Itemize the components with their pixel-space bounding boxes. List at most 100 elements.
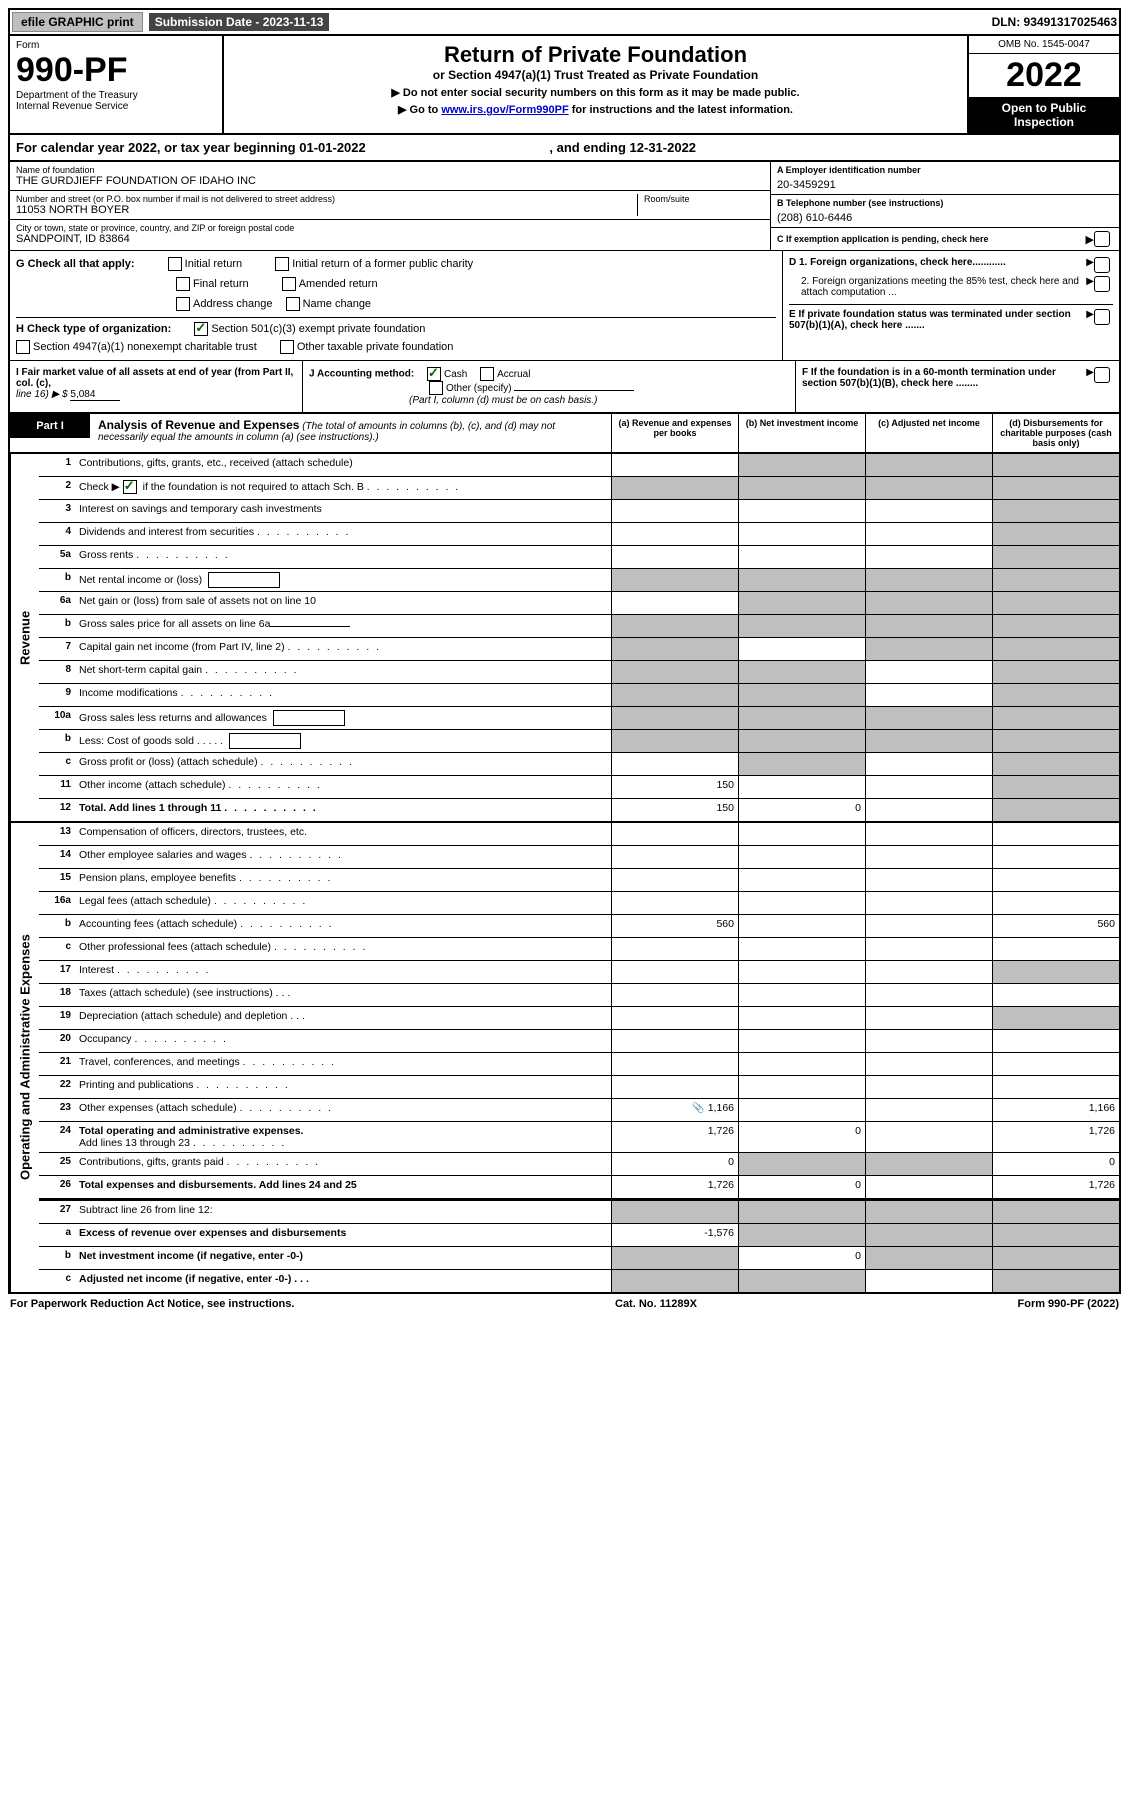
l24-d: 1,726 — [992, 1122, 1119, 1152]
g-initial-public-checkbox[interactable] — [275, 257, 289, 271]
g-name: Name change — [303, 298, 372, 310]
line-27: Subtract line 26 from line 12: — [75, 1201, 611, 1223]
line-27b: Net investment income (if negative, ente… — [75, 1247, 611, 1269]
l26-b: 0 — [738, 1176, 865, 1198]
footer-right: Form 990-PF (2022) — [1018, 1298, 1119, 1310]
exemption-block: C If exemption application is pending, c… — [771, 228, 1119, 250]
g-initial-public: Initial return of a former public charit… — [292, 258, 473, 270]
l16b-a: 560 — [611, 915, 738, 937]
l25-a: 0 — [611, 1153, 738, 1175]
line-6b: Gross sales price for all assets on line… — [75, 615, 611, 637]
j-label: J Accounting method: — [309, 369, 414, 380]
f-text: F If the foundation is in a 60-month ter… — [802, 367, 1086, 406]
line-10b: Less: Cost of goods sold . . . . . — [75, 730, 611, 752]
g-address: Address change — [193, 298, 273, 310]
j-cash: Cash — [444, 369, 467, 380]
g-initial-return-checkbox[interactable] — [168, 257, 182, 271]
l26-a: 1,726 — [611, 1176, 738, 1198]
g-address-checkbox[interactable] — [176, 297, 190, 311]
revenue-rows: 1Contributions, gifts, grants, etc., rec… — [39, 454, 1119, 821]
entity-left: Name of foundation THE GURDJIEFF FOUNDAT… — [10, 162, 771, 250]
form-word: Form — [16, 40, 216, 51]
expenses-table: Operating and Administrative Expenses 13… — [8, 823, 1121, 1294]
ein-label: A Employer identification number — [777, 165, 1113, 175]
check-g-h-section: G Check all that apply: Initial return I… — [8, 251, 1121, 361]
foundation-name: THE GURDJIEFF FOUNDATION OF IDAHO INC — [16, 175, 764, 187]
line-27c: Adjusted net income (if negative, enter … — [75, 1270, 611, 1292]
attachment-icon[interactable]: 📎 — [692, 1103, 704, 1114]
line-16a: Legal fees (attach schedule) — [75, 892, 611, 914]
c-checkbox[interactable] — [1094, 231, 1110, 247]
j-block: J Accounting method: Cash Accrual Other … — [303, 361, 796, 412]
d2-checkbox[interactable] — [1094, 276, 1110, 292]
line-21: Travel, conferences, and meetings — [75, 1053, 611, 1075]
addr-label: Number and street (or P.O. box number if… — [16, 194, 637, 204]
top-bar: efile GRAPHIC print Submission Date - 20… — [8, 8, 1121, 36]
line-12: Total. Add lines 1 through 11 — [75, 799, 611, 821]
check-left: G Check all that apply: Initial return I… — [10, 251, 783, 360]
l25-d: 0 — [992, 1153, 1119, 1175]
phone-value: (208) 610-6446 — [777, 208, 1113, 224]
g-amended-checkbox[interactable] — [282, 277, 296, 291]
g-final-checkbox[interactable] — [176, 277, 190, 291]
tax-year: 2022 — [969, 54, 1119, 97]
l26-d: 1,726 — [992, 1176, 1119, 1198]
line-4: Dividends and interest from securities — [75, 523, 611, 545]
form-header: Form 990-PF Department of the Treasury I… — [8, 36, 1121, 135]
efile-print-label[interactable]: efile GRAPHIC print — [12, 12, 143, 32]
f-checkbox[interactable] — [1094, 367, 1110, 383]
d1-checkbox[interactable] — [1094, 257, 1110, 273]
line-20: Occupancy — [75, 1030, 611, 1052]
h-4947: Section 4947(a)(1) nonexempt charitable … — [33, 341, 257, 353]
line-11: Other income (attach schedule) — [75, 776, 611, 798]
h-other-checkbox[interactable] — [280, 340, 294, 354]
h-501c3-checkbox[interactable] — [194, 322, 208, 336]
form-subtitle: or Section 4947(a)(1) Trust Treated as P… — [230, 68, 961, 82]
h-4947-checkbox[interactable] — [16, 340, 30, 354]
calendar-year-text: For calendar year 2022, or tax year begi… — [10, 135, 702, 160]
line-16c: Other professional fees (attach schedule… — [75, 938, 611, 960]
expenses-side-label: Operating and Administrative Expenses — [10, 823, 39, 1292]
line-7: Capital gain net income (from Part IV, l… — [75, 638, 611, 660]
entity-right: A Employer identification number 20-3459… — [771, 162, 1119, 250]
h-other: Other taxable private foundation — [297, 341, 454, 353]
line-13: Compensation of officers, directors, tru… — [75, 823, 611, 845]
revenue-side-label: Revenue — [10, 454, 39, 821]
i-value: 5,084 — [70, 389, 120, 401]
i-j-f-section: I Fair market value of all assets at end… — [8, 361, 1121, 414]
line-2: Check ▶ if the foundation is not require… — [75, 477, 611, 499]
header-center: Return of Private Foundation or Section … — [224, 36, 967, 133]
col-c-head: (c) Adjusted net income — [866, 414, 993, 452]
line-5b: Net rental income or (loss) — [75, 569, 611, 591]
l27b-b: 0 — [738, 1247, 865, 1269]
open-inspection: Open to Public Inspection — [969, 97, 1119, 133]
l27a-a: -1,576 — [611, 1224, 738, 1246]
j-other-checkbox[interactable] — [429, 381, 443, 395]
part1-label: Part I — [10, 414, 90, 438]
line-2-checkbox[interactable] — [123, 480, 137, 494]
j-accrual-checkbox[interactable] — [480, 367, 494, 381]
g-initial-return: Initial return — [185, 258, 242, 270]
j-cash-checkbox[interactable] — [427, 367, 441, 381]
d1-text: D 1. Foreign organizations, check here..… — [789, 257, 1086, 273]
g-final: Final return — [193, 278, 249, 290]
expenses-rows: 13Compensation of officers, directors, t… — [39, 823, 1119, 1292]
irs-link[interactable]: www.irs.gov/Form990PF — [441, 104, 568, 116]
l23-d: 1,166 — [992, 1099, 1119, 1121]
g-name-checkbox[interactable] — [286, 297, 300, 311]
l12-a: 150 — [611, 799, 738, 821]
line-10c: Gross profit or (loss) (attach schedule) — [75, 753, 611, 775]
line-17: Interest — [75, 961, 611, 983]
line-26: Total expenses and disbursements. Add li… — [75, 1176, 611, 1198]
line-16b: Accounting fees (attach schedule) — [75, 915, 611, 937]
line-19: Depreciation (attach schedule) and deple… — [75, 1007, 611, 1029]
e-checkbox[interactable] — [1094, 309, 1110, 325]
line-10a: Gross sales less returns and allowances — [75, 707, 611, 729]
part1-title: Analysis of Revenue and Expenses — [98, 418, 299, 432]
d2-text: 2. Foreign organizations meeting the 85%… — [789, 276, 1086, 298]
col-d-head: (d) Disbursements for charitable purpose… — [993, 414, 1119, 452]
line-14: Other employee salaries and wages — [75, 846, 611, 868]
form-number: 990-PF — [16, 51, 216, 90]
submission-date-label: Submission Date - 2023-11-13 — [149, 13, 330, 31]
omb-number: OMB No. 1545-0047 — [969, 36, 1119, 54]
